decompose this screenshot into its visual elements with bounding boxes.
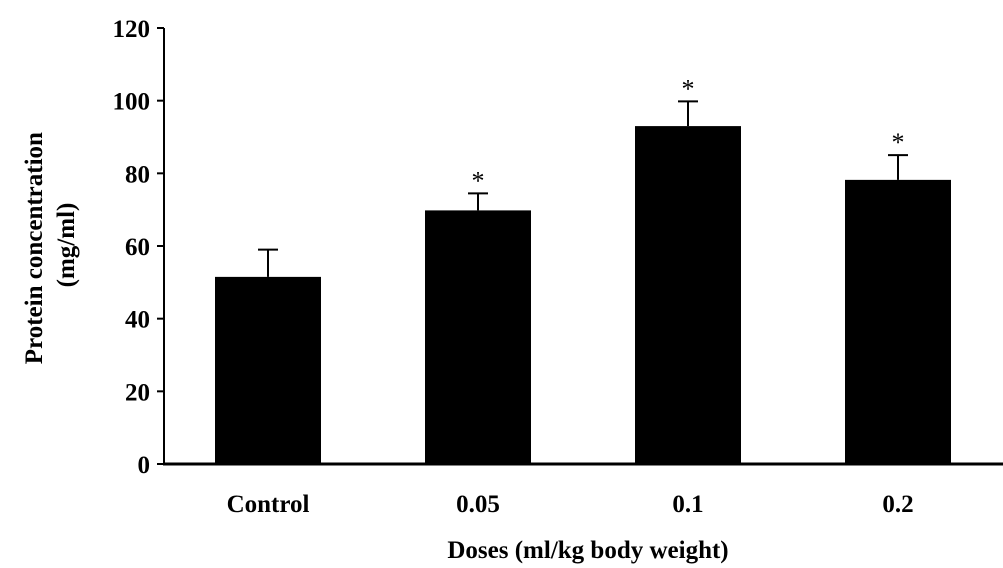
y-axis-label-line-1: Protein concentration — [21, 132, 48, 364]
x-axis-label: Doses (ml/kg body weight) — [447, 537, 728, 564]
error-bar — [678, 100, 698, 127]
y-axis-ticks: 0 20 40 60 80 100 120 — [113, 16, 164, 479]
x-tick-label: 0.05 — [456, 491, 500, 518]
y-tick-label: 80 — [125, 161, 150, 188]
x-tick-label: 0.2 — [882, 491, 913, 518]
y-axis-label: Protein concentration (mg/ml) — [21, 126, 80, 364]
bar — [425, 210, 531, 464]
y-tick-label: 100 — [113, 89, 151, 116]
error-bar — [888, 154, 908, 180]
bar — [215, 276, 321, 464]
significance-asterisk: * — [682, 74, 695, 103]
y-tick-label: 120 — [113, 16, 151, 43]
significance-asterisk: * — [892, 128, 905, 157]
bar — [845, 179, 951, 464]
y-tick-label: 20 — [125, 379, 150, 406]
bar — [635, 126, 741, 464]
y-tick-label: 40 — [125, 307, 150, 334]
significance-markers: * * * — [472, 74, 905, 195]
y-tick-label: 0 — [138, 452, 151, 479]
error-bars-group — [258, 100, 908, 277]
error-bar — [258, 248, 278, 277]
significance-asterisk: * — [472, 166, 485, 195]
x-tick-label: 0.1 — [672, 491, 703, 518]
x-axis-categories: Control 0.05 0.1 0.2 — [227, 491, 914, 518]
y-tick-label: 60 — [125, 234, 150, 261]
x-tick-label: Control — [227, 491, 310, 518]
bars-group — [215, 126, 951, 464]
error-bar — [468, 192, 488, 211]
y-axis-label-line-2: (mg/ml) — [53, 203, 80, 288]
